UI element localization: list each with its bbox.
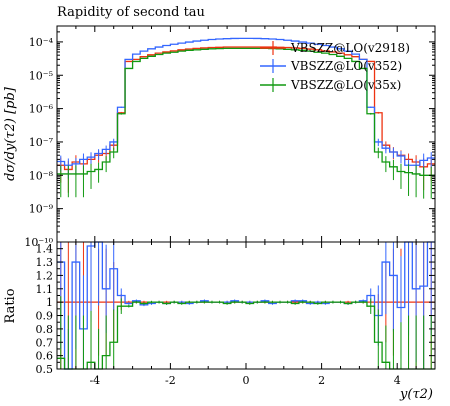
ratio-y-tick-label: 1.4	[36, 243, 54, 256]
ratio-series-VBSZZ@LO(v35x)	[57, 296, 435, 370]
legend: VBSZZ@LO(v2918) VBSZZ@LO(v352) VBSZZ@LO(v3…	[260, 41, 410, 92]
main-y-axis-label: dσ/dy(τ2) [pb]	[3, 86, 18, 181]
x-tick-label: 2	[318, 374, 325, 387]
main-y-tick-label: 10⁻⁶	[29, 103, 54, 116]
ratio-line	[57, 301, 435, 370]
ratio-y-tick-label: 0.8	[36, 323, 54, 336]
x-tick-label: 0	[243, 374, 250, 387]
x-tick-label: 4	[394, 374, 401, 387]
ratio-series-group	[57, 241, 435, 370]
ratio-y-tick-label: 0.9	[36, 310, 54, 323]
x-tick-label: -2	[165, 374, 176, 387]
ratio-y-tick-label: 1.1	[36, 283, 54, 296]
ratio-y-tick-label: 0.6	[36, 350, 54, 363]
main-series-group	[57, 37, 435, 199]
main-panel: 10⁻¹⁰ 10⁻⁹ 10⁻⁸ 10⁻⁷ 10⁻⁶ 10⁻⁵ 10⁻⁴ dσ/dy(τ2) …	[3, 25, 436, 249]
main-y-tick-label: 10⁻⁸	[29, 169, 54, 182]
main-y-tick-label: 10⁻⁹	[29, 203, 54, 216]
ratio-y-tick-label: 0.7	[36, 336, 54, 349]
x-tick-label: -4	[89, 374, 100, 387]
series-VBSZZ@LO(v35x)	[57, 47, 435, 199]
ratio-y-tick-label: 1	[46, 296, 53, 309]
main-y-tick-label: 10⁻⁷	[29, 136, 54, 149]
x-axis-label: y(τ2)	[399, 387, 433, 402]
legend-label: VBSZZ@LO(v2918)	[290, 41, 410, 55]
ratio-panel: 0.50.60.70.80.911.11.21.31.4 -4 -2 0 2 4 Rat…	[3, 241, 436, 402]
ratio-y-tick-label: 1.2	[36, 269, 54, 282]
series-line	[57, 47, 435, 176]
ratio-y-axis-label: Ratio	[3, 288, 18, 323]
chart-title: Rapidity of second tau	[57, 5, 205, 20]
main-y-tick-label: 10⁻¹⁰	[24, 236, 53, 249]
main-y-tick-label: 10⁻⁵	[29, 69, 53, 82]
legend-label: VBSZZ@LO(v35x)	[290, 78, 401, 92]
ratio-y-axis: 0.50.60.70.80.911.11.21.31.4	[36, 243, 435, 376]
ratio-plot-frame	[56, 241, 436, 370]
main-y-tick-label: 10⁻⁴	[29, 36, 54, 49]
legend-label: VBSZZ@LO(v352)	[290, 59, 402, 73]
ratio-y-tick-label: 1.3	[36, 256, 54, 269]
ratio-y-tick-label: 0.5	[36, 363, 54, 376]
